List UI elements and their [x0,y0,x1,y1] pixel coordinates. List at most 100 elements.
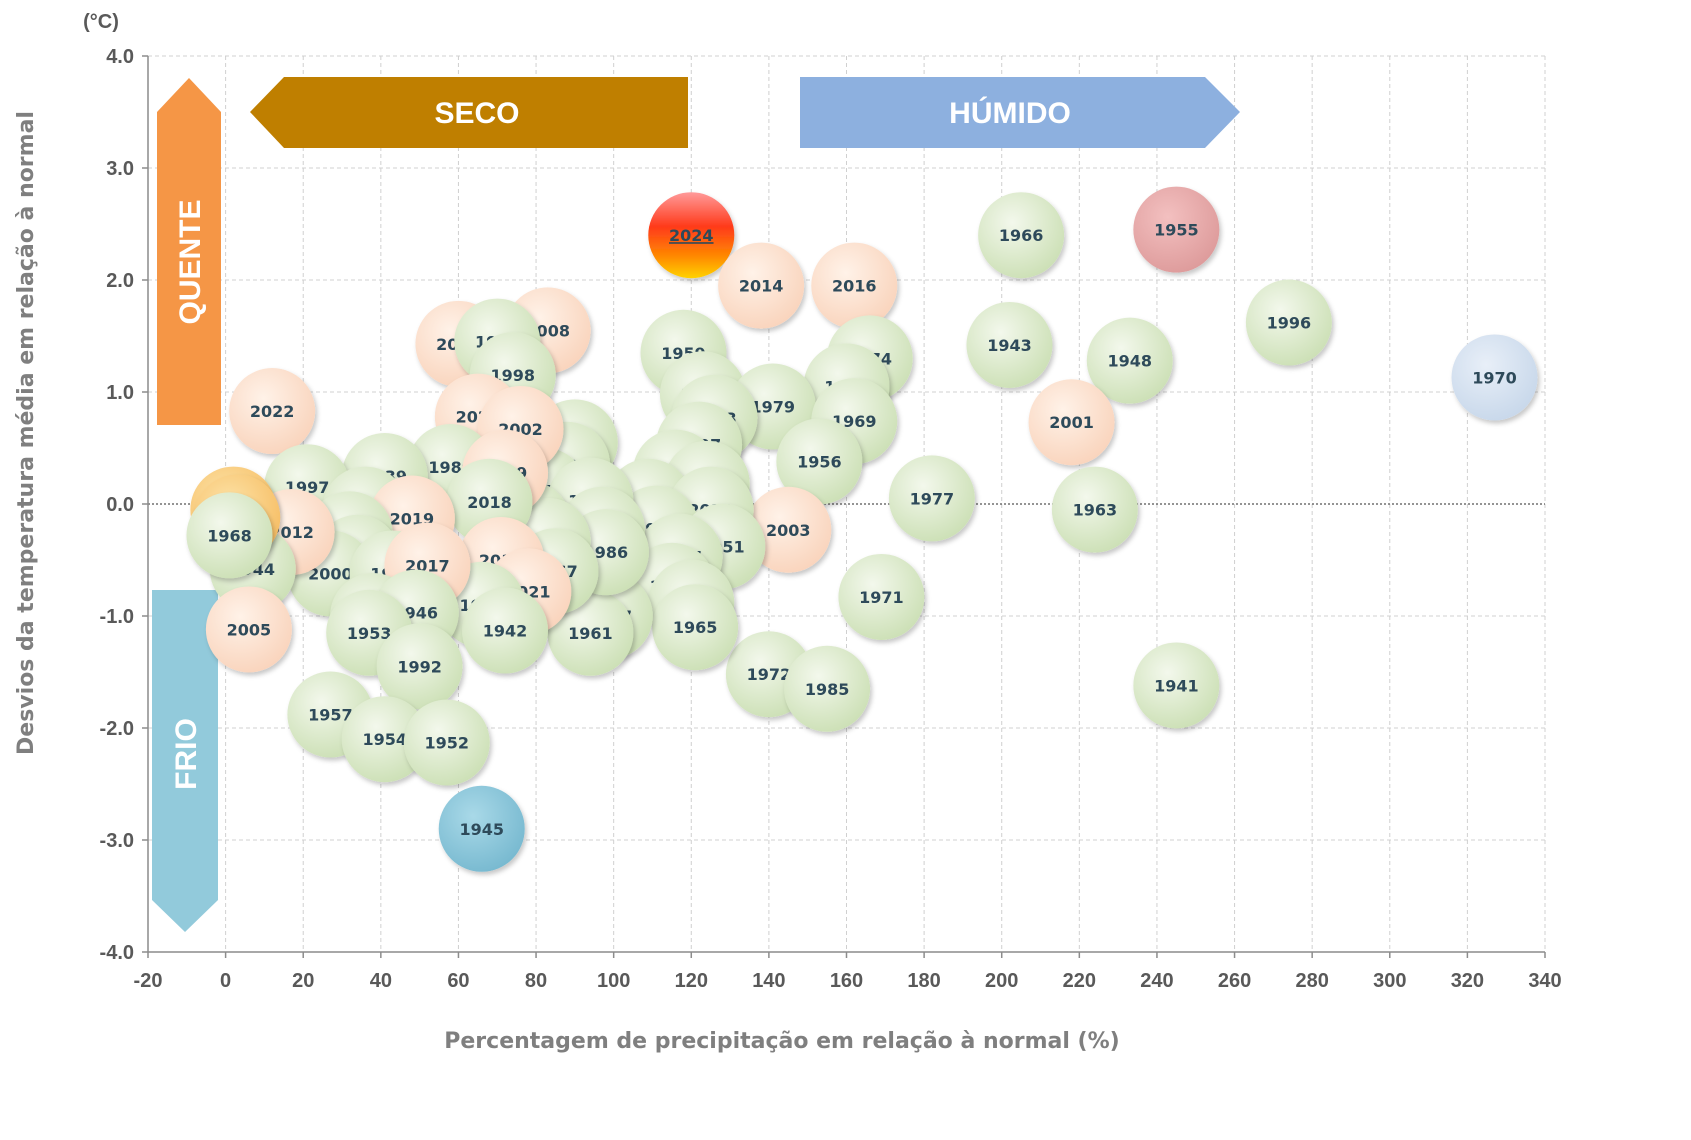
bubble-1971: 1971 [838,553,925,640]
frio-banner [152,590,218,932]
bubble-year-label: 2016 [832,277,877,296]
x-tick-label: 300 [1373,970,1406,992]
bubble-1996: 1996 [1245,279,1332,366]
bubble-circle [838,553,925,640]
bubble-circle [978,192,1065,279]
y-tick-label: 3.0 [106,158,134,180]
bubble-1952: 1952 [403,699,490,786]
y-tick-label: -2.0 [100,718,134,740]
bubble-circle [784,645,871,732]
bubbles: 2024 1955 1966 2014 2016 1996 1970 1943 1948 2001… [186,186,1538,872]
bubble-circle [229,368,316,455]
bubble-year-label: 1954 [362,730,407,749]
x-tick-label: 20 [292,970,314,992]
bubble-year-label: 1945 [459,820,504,839]
y-tick-label: -3.0 [100,830,134,852]
bubble-circle [1133,642,1220,729]
bubble-circle [888,455,975,542]
bubble-circle [462,587,549,674]
bubble-year-label: 1943 [987,336,1032,355]
bubble-1968: 1968 [186,492,273,579]
bubble-year-label: 1952 [425,734,470,753]
bubble-year-label: 1971 [859,588,904,607]
bubble-circle [1451,334,1538,421]
bubble-2001: 2001 [1028,379,1115,466]
bubble-circle [376,623,463,710]
bubble-year-label: 2003 [766,521,811,540]
x-tick-label: 200 [985,970,1018,992]
quente-banner [157,78,221,425]
bubble-1985: 1985 [784,645,871,732]
seco-label: SECO [434,97,519,130]
bubble-circle [403,699,490,786]
bubble-2024: 2024 [648,192,735,279]
bubble-1955: 1955 [1133,186,1220,273]
frio-label: FRIO [170,718,203,790]
bubble-year-label: 1941 [1154,676,1199,695]
bubble-1992: 1992 [376,623,463,710]
bubble-year-label: 1979 [751,398,796,417]
bubble-year-label: 1972 [747,665,792,684]
x-tick-label: 140 [752,970,785,992]
bubble-1948: 1948 [1086,317,1173,404]
bubble-circle [1245,279,1332,366]
bubble-circle [1051,466,1138,553]
seco-banner [250,77,688,148]
bubble-1965: 1965 [652,584,739,671]
bubble-year-label: 1992 [397,657,442,676]
bubble-circle [776,418,863,505]
bubble-year-label: 1968 [207,526,252,545]
x-tick-label: -20 [134,970,163,992]
bubble-year-label: 1955 [1154,221,1199,240]
bubble-1942: 1942 [462,587,549,674]
x-tick-label: 320 [1451,970,1484,992]
bubble-1970: 1970 [1451,334,1538,421]
x-tick-label: 0 [220,970,231,992]
x-tick-label: 260 [1218,970,1251,992]
bubble-year-label: 2001 [1049,413,1094,432]
quente-label: QUENTE [174,199,207,324]
bubble-year-label: 1996 [1267,314,1312,333]
bubble-1966: 1966 [978,192,1065,279]
x-tick-label: 120 [675,970,708,992]
bubble-year-label: 1998 [491,366,536,385]
bubble-circle [652,584,739,671]
y-tick-label: 4.0 [106,46,134,68]
x-tick-label: 240 [1140,970,1173,992]
bubble-1954: 1954 [341,696,428,783]
bubble-year-label: 2005 [227,620,272,639]
bubble-year-label: 1956 [797,452,842,471]
x-tick-label: 80 [525,970,547,992]
category-banners: SECO HÚMIDO QUENTE FRIO [152,77,1240,932]
bubble-2022: 2022 [229,368,316,455]
axes: -20 0 20 40 60 80 100 120 140 160 180 200 220 240 260 2… [100,46,1562,992]
y-tick-label: 0.0 [106,494,134,516]
x-tick-label: 160 [830,970,863,992]
humido-label: HÚMIDO [949,96,1071,130]
bubble-year-label: 1965 [673,618,718,637]
bubble-circle [745,486,832,573]
bubble-year-label: 1966 [999,226,1044,245]
bubble-1941: 1941 [1133,642,1220,729]
bubble-year-label: 1977 [910,489,955,508]
y-axis-title: Desvios da temperatura média em relação … [14,111,39,755]
bubble-circle [648,192,735,279]
bubble-2005: 2005 [205,586,292,673]
bubble-year-label: 2022 [250,402,295,421]
bubble-year-label: 1985 [805,680,850,699]
humido-banner [800,77,1240,148]
bubble-circle [811,242,898,329]
x-tick-label: 100 [597,970,630,992]
bubble-1945: 1945 [438,785,525,872]
x-tick-label: 340 [1528,970,1561,992]
x-tick-label: 180 [907,970,940,992]
bubble-2014: 2014 [718,242,805,329]
y-unit-label: (°C) [83,11,119,33]
y-tick-label: -1.0 [100,606,134,628]
y-tick-label: 2.0 [106,270,134,292]
bubble-circle [186,492,273,579]
bubble-circle [438,785,525,872]
bubble-circle [966,301,1053,388]
bubble-1977: 1977 [888,455,975,542]
x-axis-title: Percentagem de precipitação em relação à… [444,1029,1119,1054]
